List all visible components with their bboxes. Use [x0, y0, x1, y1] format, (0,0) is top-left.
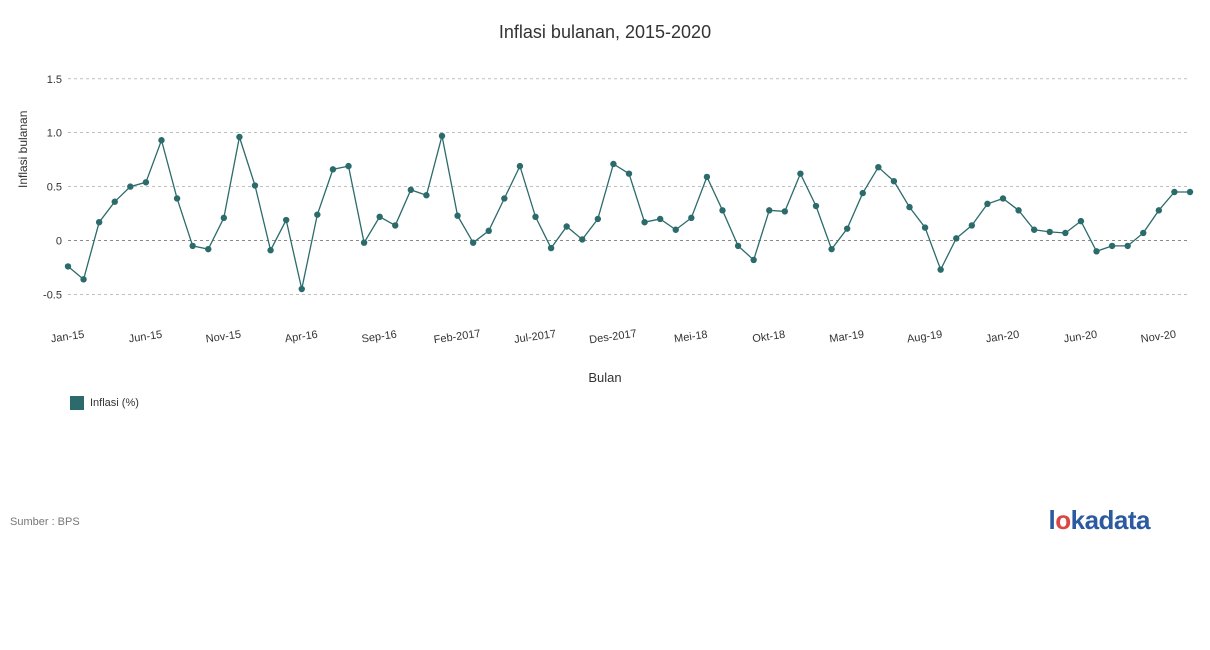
- svg-text:0.5: 0.5: [47, 182, 62, 194]
- svg-text:Feb-2017: Feb-2017: [433, 328, 481, 346]
- source-text: Sumber : BPS: [10, 516, 80, 528]
- svg-text:Nov-15: Nov-15: [205, 329, 242, 346]
- legend-swatch: [70, 396, 84, 410]
- svg-text:Mei-18: Mei-18: [673, 329, 708, 346]
- svg-text:Jan-20: Jan-20: [985, 329, 1020, 346]
- svg-text:Mar-19: Mar-19: [829, 329, 865, 346]
- y-axis-label: Inflasi bulanan: [16, 111, 30, 188]
- svg-text:0: 0: [56, 236, 62, 248]
- svg-text:Jun-20: Jun-20: [1063, 329, 1098, 346]
- svg-text:Apr-16: Apr-16: [284, 329, 318, 345]
- svg-text:Jun-15: Jun-15: [128, 329, 163, 346]
- svg-text:Des-2017: Des-2017: [589, 328, 638, 347]
- line-chart: -0.5 0 0.5 1.0 1.5 Jan-15 Jun-15 Nov-15 Apr-16 Se…: [20, 58, 1200, 378]
- svg-text:Sep-16: Sep-16: [361, 329, 398, 346]
- svg-text:Okt-18: Okt-18: [752, 329, 786, 345]
- svg-text:Jul-2017: Jul-2017: [513, 328, 556, 346]
- svg-text:Aug-19: Aug-19: [906, 329, 943, 346]
- svg-text:Jan-15: Jan-15: [50, 329, 85, 346]
- legend-label: Inflasi (%): [90, 397, 139, 409]
- svg-text:Nov-20: Nov-20: [1140, 329, 1177, 346]
- svg-text:1.5: 1.5: [47, 74, 62, 86]
- chart-title: Inflasi bulanan, 2015-2020: [0, 22, 1210, 43]
- x-axis-label: Bulan: [0, 370, 1210, 385]
- svg-text:-0.5: -0.5: [43, 289, 62, 301]
- legend: Inflasi (%): [70, 396, 139, 410]
- brand-logo: lokadata: [1048, 505, 1150, 536]
- chart-container: Inflasi bulanan -0.500.51.01.5Jan-15Jun-…: [20, 58, 1200, 358]
- svg-text:1.0: 1.0: [47, 128, 62, 140]
